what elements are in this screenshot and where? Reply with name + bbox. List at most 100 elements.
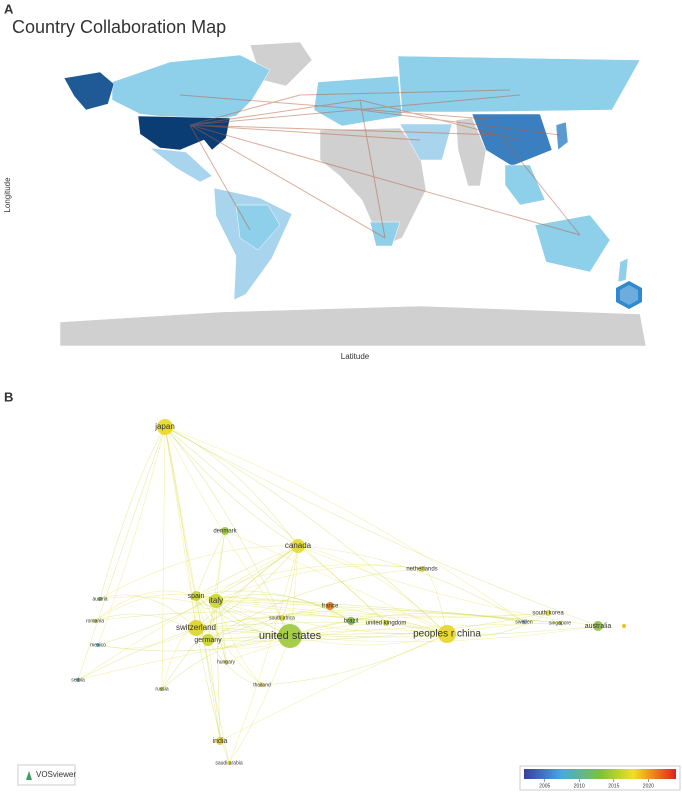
edge: [77, 426, 166, 681]
node: [383, 620, 389, 626]
node-label: hungary: [217, 659, 236, 665]
edge: [195, 530, 226, 597]
node-label: denmark: [213, 529, 237, 535]
node: [221, 527, 229, 535]
network-edges: [77, 426, 599, 764]
edge: [94, 594, 217, 622]
world-map: [59, 41, 647, 347]
node-label: sweden: [515, 619, 532, 625]
edge: [207, 612, 549, 642]
node: [545, 610, 551, 616]
node: [216, 737, 224, 745]
edge: [164, 426, 448, 635]
edge: [207, 613, 352, 641]
scale-ticks: 2005 2010 2015 2020: [539, 779, 654, 789]
edge: [195, 595, 221, 742]
edge: [195, 545, 299, 629]
edge: [99, 426, 166, 600]
edge: [224, 530, 448, 635]
edge: [195, 595, 561, 624]
node-label: france: [322, 604, 339, 610]
node: [93, 619, 97, 623]
panel-label: A: [4, 1, 14, 16]
edge: [329, 605, 448, 635]
edge: [164, 426, 525, 623]
edge: [207, 622, 561, 641]
edge: [164, 426, 291, 637]
node: [160, 687, 164, 691]
edge: [261, 633, 448, 686]
edge: [350, 611, 448, 635]
edge: [195, 615, 448, 635]
node: [622, 624, 626, 628]
node-label: switzerland: [176, 623, 216, 632]
brand-box: [17, 764, 76, 786]
node-label: brazil: [344, 619, 358, 625]
edge: [225, 629, 448, 663]
node-label: united states: [259, 630, 322, 642]
node: [279, 615, 285, 621]
node: [278, 624, 302, 648]
x-axis-label: Latitude: [341, 352, 370, 361]
edge: [99, 596, 291, 637]
edge: [161, 426, 166, 690]
node-label: india: [213, 738, 228, 745]
edge: [164, 426, 599, 627]
node: [438, 625, 456, 643]
edge: [99, 545, 299, 600]
node-label: netherlands: [406, 567, 437, 573]
edge: [446, 622, 561, 635]
edge: [161, 545, 299, 690]
edge: [77, 545, 299, 681]
node-label: thailand: [253, 682, 271, 688]
edge: [207, 639, 263, 686]
color-scale: [524, 769, 676, 779]
node: [209, 594, 223, 608]
node-label: australia: [585, 623, 612, 630]
edge: [97, 426, 166, 646]
edge: [94, 611, 448, 635]
edge: [164, 426, 197, 629]
edge: [164, 426, 387, 624]
edge: [97, 545, 299, 646]
edge: [215, 600, 263, 686]
node: [202, 634, 214, 646]
edge: [215, 600, 549, 619]
node: [191, 591, 201, 601]
edge: [228, 545, 299, 764]
edge: [97, 635, 291, 652]
node-label: south korea: [532, 611, 564, 617]
edge: [207, 568, 423, 641]
node: [98, 597, 102, 601]
scale-tick-label: 2005: [539, 783, 550, 789]
logo: [616, 281, 642, 309]
edge: [195, 590, 352, 622]
node-label: germany: [194, 637, 222, 644]
node: [260, 683, 264, 687]
edge: [99, 594, 197, 629]
edge: [207, 605, 331, 641]
edge: [289, 612, 525, 637]
edge: [164, 426, 299, 547]
edge: [195, 622, 387, 629]
y-axis-label: Longitude: [3, 177, 12, 213]
node: [76, 678, 80, 682]
brand-icon: [26, 771, 32, 780]
node-label: mexico: [90, 642, 106, 648]
node-label: canada: [285, 541, 312, 550]
node: [558, 621, 562, 625]
panel-label: B: [4, 389, 13, 404]
scale-tick-label: 2015: [608, 783, 619, 789]
node: [347, 617, 355, 625]
brand: VOSviewer: [36, 770, 76, 779]
edge: [164, 426, 197, 597]
node: [188, 620, 204, 636]
edge: [161, 627, 197, 690]
edge: [289, 619, 448, 637]
edge: [195, 627, 230, 764]
node-label: japan: [154, 422, 175, 431]
node: [522, 620, 526, 624]
network-nodes: japan denmark canada netherlands spain italy a…: [71, 419, 611, 766]
node: [593, 621, 603, 631]
